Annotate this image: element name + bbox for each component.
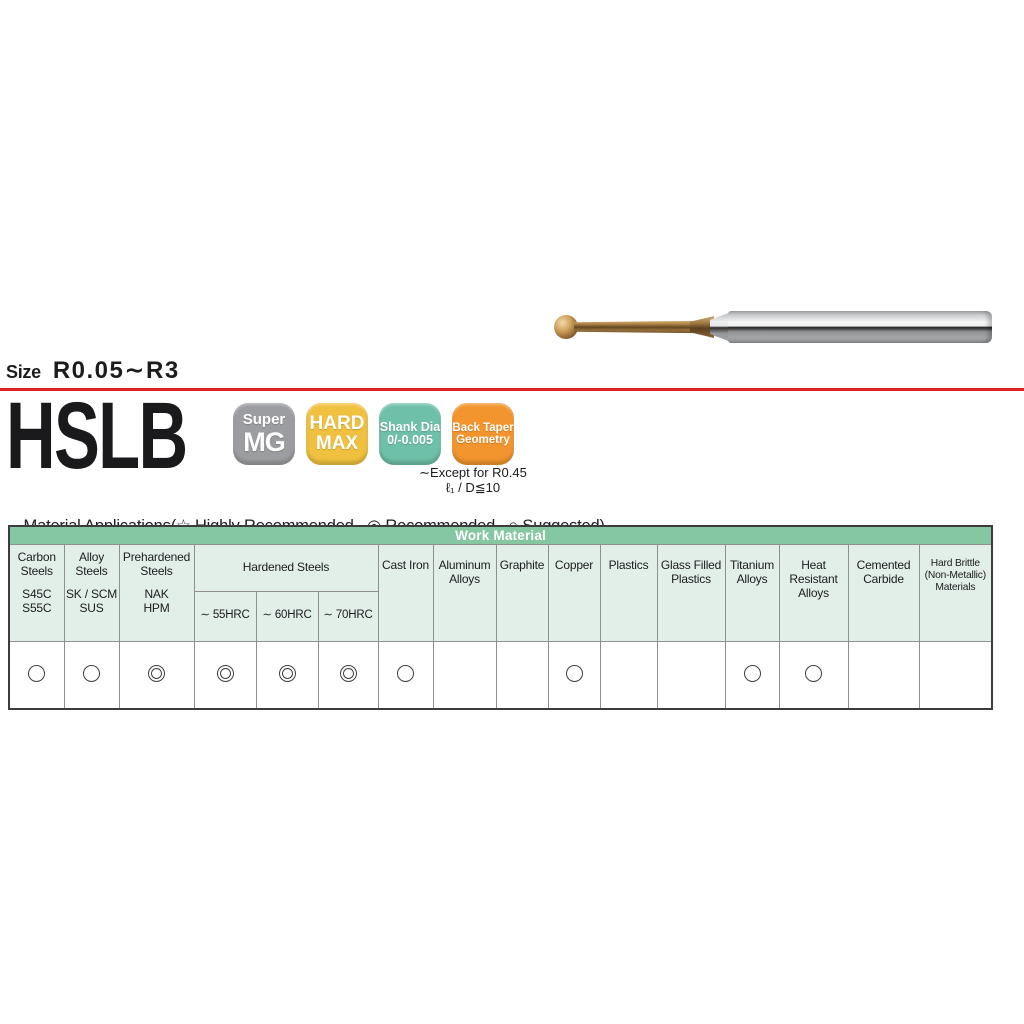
back-taper-badge-icon: Back Taper Geometry xyxy=(452,403,514,465)
column-header-hardened-steels: Hardened Steels xyxy=(193,543,379,592)
shank-dia-badge-icon: Shank Dia 0/-0.005 xyxy=(379,403,441,465)
ratings-row xyxy=(8,640,993,710)
rating-cell-copper xyxy=(547,640,601,710)
rating-cell-60hrc xyxy=(255,640,319,710)
column-header-glass-filled-plastics: Glass Filled Plastics xyxy=(656,543,726,642)
super-mg-badge-icon: Super MG xyxy=(233,403,295,465)
column-header-aluminum-alloys: Aluminum Alloys xyxy=(432,543,497,642)
rating-empty xyxy=(875,665,892,682)
column-header-carbon-steels: Carbon Steels S45C S55C xyxy=(8,543,65,642)
size-label: Size xyxy=(6,362,41,382)
badge-text: Super xyxy=(242,410,286,428)
rating-cell-prehardened-steels xyxy=(118,640,195,710)
rating-circle-icon xyxy=(743,664,761,682)
badge-text: MAX xyxy=(315,433,359,454)
rating-double-circle-icon xyxy=(148,664,165,682)
badge-footnote-line2: ℓ₁ / D≦10 xyxy=(445,479,501,495)
rating-cell-carbon-steels xyxy=(8,640,65,710)
column-title: Copper xyxy=(554,557,594,572)
rating-double-circle-icon xyxy=(278,664,296,682)
work-material-header: Work Material xyxy=(8,525,993,545)
column-title: ∼ 70HRC xyxy=(323,609,373,622)
rating-empty xyxy=(683,665,700,682)
badge-text: Back Taper xyxy=(452,421,514,434)
column-header-copper: Copper xyxy=(547,543,601,642)
size-range-value: R0.05∼R3 xyxy=(52,357,180,384)
column-title: Glass Filled Plastics xyxy=(660,557,722,586)
badge-text: MG xyxy=(243,426,285,457)
column-header-heat-resistant-alloys: Heat Resistant Alloys xyxy=(778,543,849,642)
column-header-plastics: Plastics xyxy=(599,543,658,642)
column-header-hard-brittle-materials: Hard Brittle (Non-Metallic) Materials xyxy=(918,543,993,642)
column-header-cast-iron: Cast Iron xyxy=(377,543,434,642)
rating-cell-cemented-carbide xyxy=(847,640,920,710)
column-header-55hrc: ∼ 55HRC xyxy=(193,590,257,642)
column-title: ∼ 55HRC xyxy=(200,609,250,622)
red-divider-line xyxy=(0,388,1024,391)
column-title: Titanium Alloys xyxy=(730,557,774,586)
badge-footnote-line1: ∼Except for R0.45 xyxy=(419,465,527,480)
rating-cell-titanium-alloys xyxy=(724,640,780,710)
tool-neck-flare-image xyxy=(690,316,714,338)
column-title: Hard Brittle (Non-Metallic) Materials xyxy=(924,557,986,593)
rating-cell-aluminum-alloys xyxy=(432,640,497,710)
rating-cell-55hrc xyxy=(193,640,257,710)
column-title: ∼ 60HRC xyxy=(262,609,312,622)
badge-text: HARD xyxy=(309,413,365,435)
rating-circle-icon xyxy=(28,664,46,682)
product-series-title: HSLB xyxy=(6,382,188,488)
rating-double-circle-icon xyxy=(216,664,234,682)
column-header-titanium-alloys: Titanium Alloys xyxy=(724,543,780,642)
rating-empty xyxy=(514,665,531,682)
badge-text: 0/-0.005 xyxy=(387,433,433,447)
column-title: Cast Iron xyxy=(382,557,429,572)
rating-circle-icon xyxy=(805,664,822,682)
tool-shank-image xyxy=(728,311,992,343)
column-title: Alloy Steels xyxy=(75,549,108,578)
rating-cell-glass-filled-plastics xyxy=(656,640,726,710)
column-title: Carbon Steels xyxy=(17,549,56,578)
column-title: Plastics xyxy=(608,557,649,572)
hard-max-badge-icon: HARD MAX xyxy=(306,403,368,465)
rating-circle-icon xyxy=(83,664,100,682)
column-subtitle: S45C S55C xyxy=(22,586,52,615)
rating-cell-70hrc xyxy=(317,640,379,710)
column-subtitle: SK / SCM SUS xyxy=(65,586,118,615)
column-header-60hrc: ∼ 60HRC xyxy=(255,590,319,642)
column-title: Heat Resistant Alloys xyxy=(789,557,838,600)
badge-text: Geometry xyxy=(456,434,510,446)
column-header-70hrc: ∼ 70HRC xyxy=(317,590,379,642)
feature-badges: Super MG HARD MAX Shank Dia 0/-0.005 Bac… xyxy=(233,403,514,465)
column-header-cemented-carbide: Cemented Carbide xyxy=(847,543,920,642)
rating-double-circle-icon xyxy=(339,664,357,682)
column-title: Graphite xyxy=(499,557,545,572)
column-header-prehardened-steels: Prehardened Steels NAK HPM xyxy=(118,543,195,642)
rating-cell-heat-resistant-alloys xyxy=(778,640,849,710)
badge-footnote: ∼Except for R0.45 ℓ₁ / D≦10 xyxy=(405,465,541,495)
column-title: Aluminum Alloys xyxy=(438,557,491,586)
badge-text: Shank Dia xyxy=(379,419,441,434)
rating-cell-alloy-steels xyxy=(63,640,120,710)
column-header-graphite: Graphite xyxy=(495,543,549,642)
rating-empty xyxy=(620,665,637,682)
column-header-alloy-steels: Alloy Steels SK / SCM SUS xyxy=(63,543,120,642)
rating-cell-plastics xyxy=(599,640,658,710)
column-subtitle: NAK HPM xyxy=(143,586,170,615)
column-title: Prehardened Steels xyxy=(122,549,191,578)
column-title: Hardened Steels xyxy=(242,560,330,575)
work-material-table: Work Material Carbon Steels S45C S55C All… xyxy=(8,525,994,710)
column-title: Cemented Carbide xyxy=(856,557,911,586)
tool-taper-image xyxy=(710,311,732,343)
rating-cell-cast-iron xyxy=(377,640,434,710)
rating-cell-hard-brittle-materials xyxy=(918,640,993,710)
rating-empty xyxy=(456,665,473,682)
rating-empty xyxy=(947,665,964,682)
rating-circle-icon xyxy=(565,664,583,682)
size-heading: Size R0.05∼R3 xyxy=(6,356,180,385)
rating-cell-graphite xyxy=(495,640,549,710)
rating-circle-icon xyxy=(397,664,414,682)
tool-neck-image xyxy=(574,320,694,334)
